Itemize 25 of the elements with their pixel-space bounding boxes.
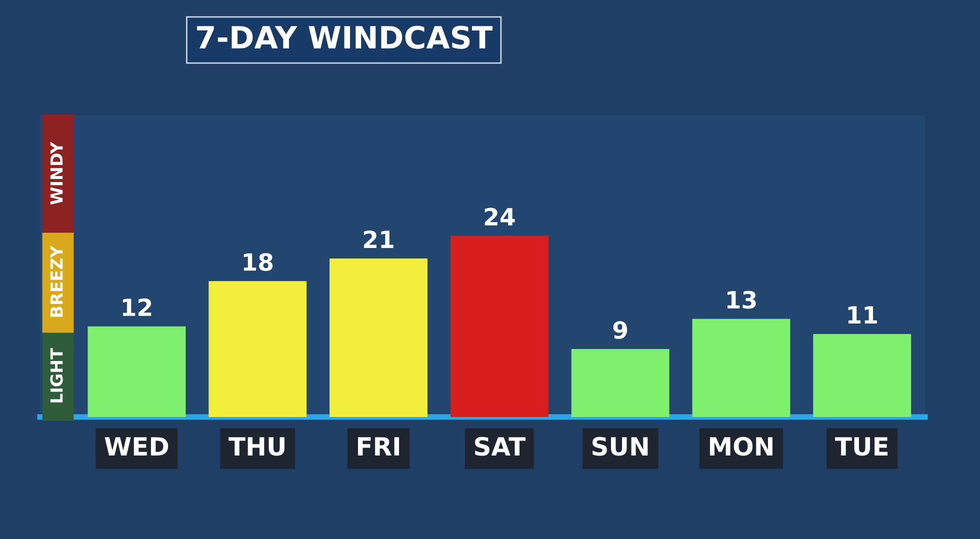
data-label: 24: [484, 208, 515, 226]
bar: [571, 349, 670, 417]
x-tick-label: MON: [710, 436, 772, 456]
data-label: 18: [244, 253, 273, 271]
x-tick-label: WED: [104, 437, 168, 456]
data-label: 11: [848, 306, 877, 324]
x-tick-label: FRI: [358, 437, 400, 456]
data-label: 21: [364, 230, 394, 248]
bar: [330, 258, 428, 417]
data-label: 13: [727, 290, 756, 309]
x-tick-label: SUN: [592, 436, 648, 456]
x-tick-label: SAT: [474, 436, 526, 456]
x-tick-label: TUE: [835, 437, 888, 456]
bar: [208, 281, 307, 417]
data-label: 12: [122, 298, 152, 316]
annotation: BREEZY: [50, 246, 63, 317]
bar: [813, 334, 912, 417]
x-tick-label: THU: [228, 437, 284, 456]
bar: [692, 318, 790, 417]
data-label: 9: [613, 321, 628, 339]
annotation: LIGHT: [50, 348, 63, 402]
chart-title: 7-DAY WINDCAST: [197, 26, 493, 49]
bar: [450, 236, 548, 417]
bar: [88, 326, 186, 417]
text: WINDY: [50, 142, 63, 205]
